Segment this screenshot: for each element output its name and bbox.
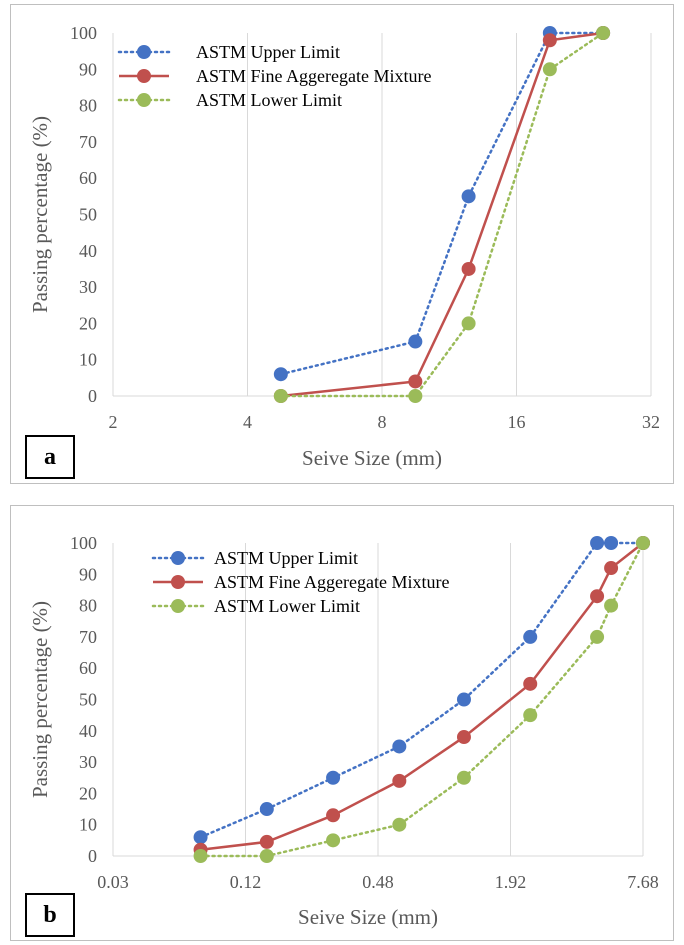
- chart-a-x-tick-label: 16: [508, 412, 526, 432]
- panel-label-b: b: [25, 893, 75, 937]
- chart-b-data-point-0-3: [392, 739, 407, 754]
- chart-b-data-point-2-5: [523, 708, 538, 723]
- chart-b-x-tick-label: 0.03: [97, 872, 129, 892]
- chart-a-y-tick-label: 90: [79, 59, 97, 79]
- chart-b-y-axis-title: Passing percentage (%): [28, 601, 52, 798]
- chart-b-data-point-2-2: [326, 833, 341, 848]
- chart-b-legend-label-2: ASTM Lower Limit: [214, 596, 360, 616]
- chart-b-data-point-1-1: [259, 834, 274, 849]
- chart-a-data-point-1-1: [408, 374, 423, 389]
- chart-b-x-tick-label: 0.48: [362, 872, 394, 892]
- chart-b-y-tick-label: 100: [70, 533, 97, 553]
- chart-a-x-axis-title: Seive Size (mm): [302, 446, 442, 470]
- chart-b-data-point-0-7: [604, 536, 619, 550]
- chart-b-x-tick-label: 0.12: [230, 872, 262, 892]
- chart-b-y-tick-label: 50: [79, 690, 97, 710]
- chart-a-y-tick-label: 70: [79, 132, 97, 152]
- chart-b-x-tick-label: 1.92: [495, 872, 527, 892]
- chart-a-data-point-0-1: [408, 334, 423, 349]
- chart-b-y-tick-label: 0: [88, 846, 97, 866]
- chart-b-data-point-1-4: [456, 730, 471, 745]
- chart-b-data-point-2-6: [590, 629, 605, 644]
- chart-a-legend-label-2: ASTM Lower Limit: [196, 90, 342, 110]
- chart-a-legend-marker-1: [137, 69, 151, 83]
- chart-b-data-point-2-3: [392, 817, 407, 832]
- chart-a-x-tick-label: 2: [109, 412, 118, 432]
- chart-b-legend-marker-0: [171, 551, 185, 565]
- chart-b-data-point-0-0: [193, 830, 208, 845]
- chart-b-legend-marker-2: [171, 599, 185, 613]
- chart-a-y-tick-label: 30: [79, 277, 97, 297]
- chart-a-data-point-1-3: [542, 33, 557, 48]
- chart-b-legend-label-0: ASTM Upper Limit: [214, 548, 358, 568]
- chart-a-data-point-1-2: [461, 261, 476, 276]
- chart-b-data-point-2-8: [636, 536, 650, 550]
- chart-b-y-tick-label: 30: [79, 752, 97, 772]
- chart-a-legend-label-1: ASTM Fine Aggeregate Mixture: [196, 66, 431, 86]
- chart-b-legend-marker-1: [171, 575, 185, 589]
- chart-b-y-tick-label: 10: [79, 815, 97, 835]
- chart-a-y-tick-label: 80: [79, 96, 97, 116]
- chart-a-series-line-2: [279, 31, 605, 398]
- chart-a-y-tick-label: 100: [70, 23, 97, 43]
- chart-b-y-tick-label: 60: [79, 658, 97, 678]
- chart-a-x-tick-label: 32: [642, 412, 660, 432]
- chart-b-y-tick-label: 20: [79, 783, 97, 803]
- chart-a-y-tick-label: 50: [79, 205, 97, 225]
- chart-b-y-tick-label: 40: [79, 721, 97, 741]
- chart-a-x-tick-label: 4: [243, 412, 252, 432]
- chart-a-y-tick-label: 40: [79, 241, 97, 261]
- chart-b-legend-label-1: ASTM Fine Aggeregate Mixture: [214, 572, 449, 592]
- chart-b-data-point-1-3: [392, 773, 407, 788]
- chart-b-data-point-2-0: [193, 849, 208, 863]
- chart-a-legend-label-0: ASTM Upper Limit: [196, 42, 340, 62]
- chart-panel-a: 2 4 8 16 32 0 10 20 30 40 50 60 70 80 90 100 Seive Size …: [10, 4, 674, 484]
- chart-a-svg: 2 4 8 16 32 0 10 20 30 40 50 60 70 80 90 100 Seive Size …: [28, 23, 660, 470]
- chart-b-data-point-0-6: [590, 536, 605, 550]
- chart-a-y-tick-label: 60: [79, 168, 97, 188]
- chart-a-data-point-2-1: [408, 389, 423, 403]
- chart-b-data-point-2-7: [604, 598, 619, 613]
- chart-a-data-point-2-2: [461, 316, 476, 331]
- chart-a-data-point-2-0: [273, 389, 288, 403]
- chart-b-svg: 0.03 0.12 0.48 1.92 7.68 0 10 20 30 40 50 60 70 80 90 1…: [28, 533, 659, 929]
- chart-b-data-point-1-6: [590, 589, 605, 604]
- chart-b-data-point-1-2: [326, 808, 341, 823]
- chart-a-y-tick-label: 10: [79, 350, 97, 370]
- chart-a-data-point-0-0: [273, 367, 288, 382]
- chart-b-data-point-0-5: [523, 629, 538, 644]
- chart-a-legend-marker-2: [137, 93, 151, 107]
- chart-a-legend-marker-0: [137, 45, 151, 59]
- chart-a-y-axis-title: Passing percentage (%): [28, 116, 52, 313]
- chart-b-data-point-0-1: [259, 802, 274, 817]
- chart-a-y-tick-label: 0: [88, 386, 97, 406]
- chart-b-data-point-0-4: [456, 692, 471, 707]
- chart-panel-b: 0.03 0.12 0.48 1.92 7.68 0 10 20 30 40 50 60 70 80 90 1…: [10, 505, 674, 941]
- chart-b-x-axis-title: Seive Size (mm): [298, 905, 438, 929]
- chart-b-y-tick-label: 80: [79, 596, 97, 616]
- chart-b-series-line-0: [199, 541, 645, 839]
- chart-b-data-point-0-2: [326, 770, 341, 785]
- chart-b-data-point-2-4: [456, 770, 471, 785]
- chart-b-y-tick-label: 70: [79, 627, 97, 647]
- chart-a-data-point-2-3: [542, 62, 557, 77]
- chart-b-data-point-2-1: [259, 849, 274, 863]
- chart-a-data-point-0-2: [461, 189, 476, 204]
- chart-b-data-point-1-5: [523, 676, 538, 691]
- chart-b-data-point-1-7: [604, 561, 619, 576]
- chart-b-y-tick-label: 90: [79, 564, 97, 584]
- chart-a-data-point-2-4: [596, 26, 611, 40]
- chart-a-series-line-1: [280, 31, 604, 398]
- chart-a-y-tick-label: 20: [79, 313, 97, 333]
- panel-label-a: a: [25, 435, 75, 479]
- chart-a-x-tick-label: 8: [378, 412, 387, 432]
- chart-b-x-tick-label: 7.68: [627, 872, 659, 892]
